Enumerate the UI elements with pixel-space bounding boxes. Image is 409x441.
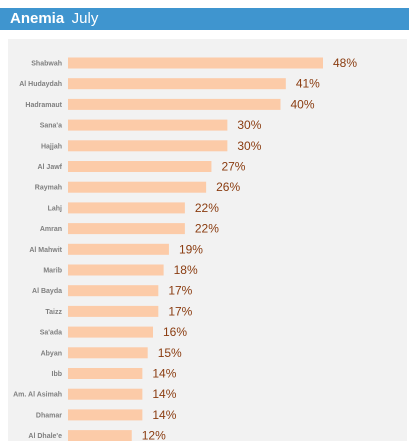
bar (68, 347, 148, 359)
bar (68, 140, 228, 152)
value-label: 30% (237, 118, 261, 132)
category-label: Marib (43, 268, 62, 275)
value-label: 17% (168, 304, 192, 318)
value-label: 19% (179, 242, 203, 256)
bar (68, 264, 164, 276)
value-label: 17% (168, 284, 192, 298)
chart-subtitle: July (71, 10, 99, 27)
category-label: Dhamar (36, 412, 62, 419)
category-label: Hadramaut (25, 102, 62, 109)
bar (68, 305, 159, 317)
bar (68, 285, 159, 297)
category-label: Al Jawf (37, 164, 62, 171)
bar (68, 181, 207, 193)
value-label: 16% (163, 325, 187, 339)
category-label: Am. Al Asimah (13, 392, 62, 399)
category-label: Abyan (41, 350, 62, 357)
value-label: 27% (221, 160, 245, 174)
category-label: Sana'a (40, 123, 62, 130)
value-label: 40% (291, 97, 315, 111)
bar (68, 78, 286, 90)
bar (68, 243, 169, 255)
category-label: Lahj (48, 205, 62, 212)
category-label: Sa'ada (40, 330, 62, 337)
value-label: 48% (333, 56, 357, 70)
bar (68, 57, 323, 69)
category-label: Hajjah (41, 143, 62, 150)
category-label: Al Bayda (32, 288, 62, 295)
chart-panel: Shabwah 48% Al Hudaydah 41% Hadramaut 40% Sana… (8, 39, 407, 441)
value-label: 41% (296, 77, 320, 91)
category-label: Shabwah (31, 61, 62, 68)
bar (68, 409, 143, 421)
value-label: 14% (152, 408, 176, 422)
value-label: 14% (152, 387, 176, 401)
category-label: Raymah (35, 185, 62, 192)
chart-header: Anemia July (0, 8, 409, 30)
bar (68, 202, 185, 214)
category-label: Ibb (52, 371, 63, 378)
value-label: 22% (195, 201, 219, 215)
value-label: 14% (152, 367, 176, 381)
value-label: 18% (174, 263, 198, 277)
bar (68, 98, 281, 110)
category-label: Al Mahwit (29, 247, 62, 254)
bar (68, 119, 228, 131)
value-label: 26% (216, 180, 240, 194)
bar (68, 326, 153, 338)
value-label: 22% (195, 222, 219, 236)
category-label: Amran (40, 226, 62, 233)
value-label: 15% (158, 346, 182, 360)
chart-title: Anemia (10, 10, 65, 27)
category-label: Al Dhale'e (28, 433, 62, 440)
category-label: Al Hudaydah (19, 81, 62, 88)
bar-chart: Shabwah 48% Al Hudaydah 41% Hadramaut 40% Sana… (13, 56, 357, 441)
bar (68, 161, 212, 172)
bar (68, 388, 143, 400)
value-label: 12% (142, 429, 166, 441)
bar (68, 223, 185, 235)
category-label: Taizz (45, 309, 62, 316)
bar (68, 368, 143, 379)
value-label: 30% (237, 139, 261, 153)
bar (68, 430, 132, 441)
